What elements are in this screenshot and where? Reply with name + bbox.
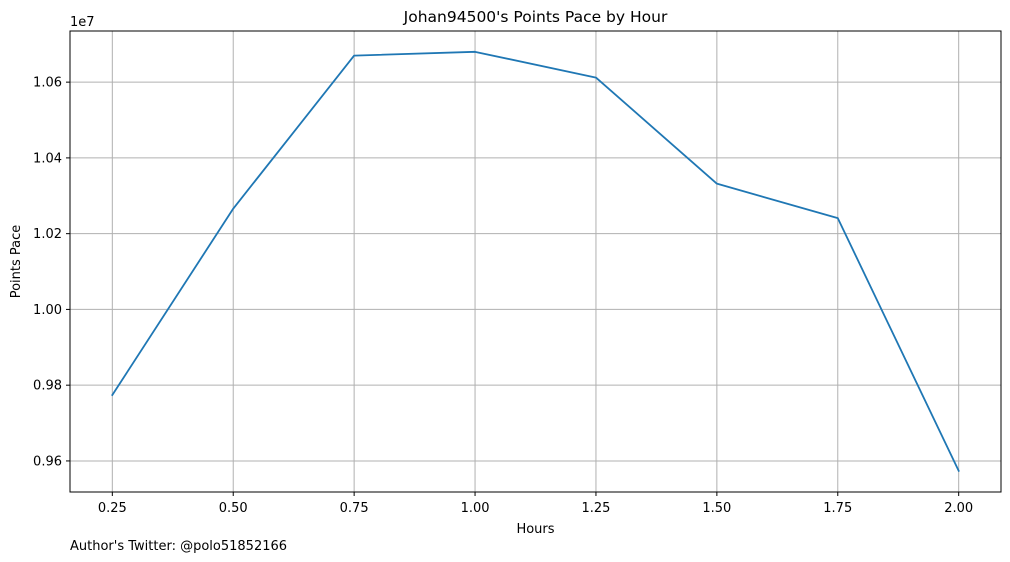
axes-frame (69, 30, 1002, 493)
y-tick-label: 1.02 (33, 227, 62, 242)
y-tick-label: 0.96 (33, 454, 62, 469)
grid (70, 31, 1001, 492)
x-tick-label: 1.00 (461, 501, 490, 516)
y-tick-label: 1.06 (33, 76, 62, 91)
y-tick-label: 0.98 (33, 379, 62, 394)
x-axis-label: Hours (516, 522, 554, 537)
x-tick-label: 0.50 (219, 501, 248, 516)
x-tick-label: 1.75 (823, 501, 852, 516)
author-footnote: Author's Twitter: @polo51852166 (70, 539, 287, 554)
y-tick-label: 1.04 (33, 151, 62, 166)
x-tick-label: 0.75 (340, 501, 369, 516)
y-tick-label: 1.00 (33, 303, 62, 318)
ticks: 0.25 0.50 0.75 1.00 1.25 1.50 1.75 2.00 0.96 0.98… (33, 76, 973, 516)
x-tick-label: 1.50 (702, 501, 731, 516)
series-layer (111, 50, 960, 472)
x-tick-label: 2.00 (944, 501, 973, 516)
chart-title: Johan94500's Points Pace by Hour (403, 8, 668, 26)
x-tick-label: 0.25 (98, 501, 127, 516)
y-axis-label: Points Pace (9, 225, 24, 299)
series-line (111, 50, 960, 472)
x-tick-label: 1.25 (581, 501, 610, 516)
y-offset-label: 1e7 (70, 15, 95, 30)
